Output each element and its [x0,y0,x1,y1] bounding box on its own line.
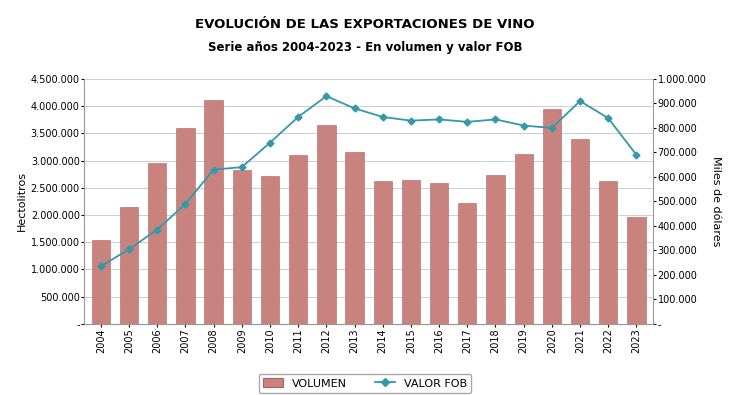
Y-axis label: Hectolitros: Hectolitros [17,171,26,231]
Bar [458,203,477,324]
Bar [430,183,448,324]
Bar [627,217,645,324]
Bar [120,207,138,324]
Bar [599,181,618,324]
Bar [345,152,364,324]
Bar [402,180,420,324]
Bar [204,100,223,324]
Bar [318,125,336,324]
Bar [92,239,110,324]
Bar [233,170,251,324]
Bar [374,181,392,324]
Bar [261,176,279,324]
Bar [515,154,533,324]
Bar [176,128,195,324]
Legend: VOLUMEN, VALOR FOB: VOLUMEN, VALOR FOB [258,374,472,393]
Y-axis label: Miles de dólares: Miles de dólares [710,156,721,246]
Bar [486,175,504,324]
Bar [571,139,589,324]
Bar [542,109,561,324]
Bar [289,155,307,324]
Text: Serie años 2004-2023 - En volumen y valor FOB: Serie años 2004-2023 - En volumen y valo… [208,41,522,55]
Bar [148,164,166,324]
Text: EVOLUCIÓN DE LAS EXPORTACIONES DE VINO: EVOLUCIÓN DE LAS EXPORTACIONES DE VINO [195,18,535,31]
